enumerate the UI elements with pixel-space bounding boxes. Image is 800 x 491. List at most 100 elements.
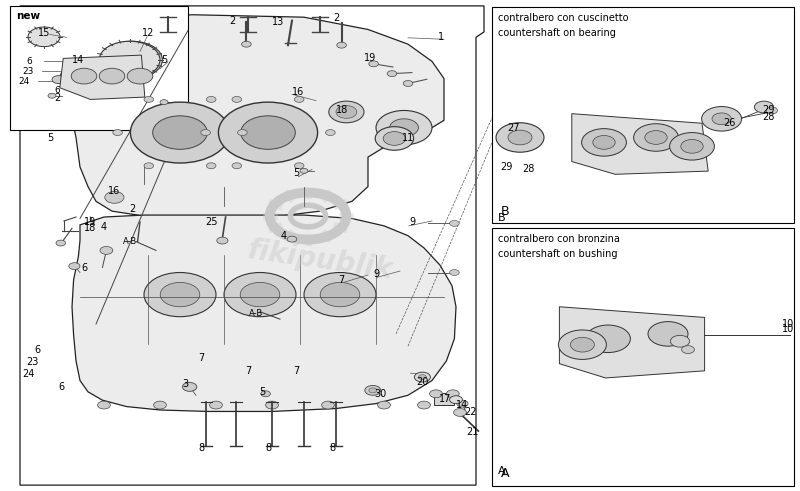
Circle shape xyxy=(100,246,113,254)
Text: countershaft on bearing: countershaft on bearing xyxy=(498,28,616,38)
Circle shape xyxy=(446,390,459,398)
Circle shape xyxy=(160,282,200,307)
Text: 21: 21 xyxy=(466,427,479,437)
Circle shape xyxy=(153,116,207,149)
Text: 13: 13 xyxy=(272,17,285,27)
Text: 8: 8 xyxy=(198,443,205,453)
Circle shape xyxy=(160,100,168,105)
Circle shape xyxy=(69,263,80,270)
Circle shape xyxy=(586,325,630,353)
Circle shape xyxy=(712,113,731,125)
Text: 11: 11 xyxy=(402,134,414,143)
Text: 4: 4 xyxy=(101,222,107,232)
Text: 14: 14 xyxy=(72,55,85,65)
Text: 16: 16 xyxy=(108,186,121,195)
Text: 1: 1 xyxy=(438,32,444,42)
Text: 2: 2 xyxy=(130,204,136,214)
Text: 8: 8 xyxy=(329,443,335,453)
Circle shape xyxy=(457,400,468,407)
Circle shape xyxy=(754,101,774,113)
Circle shape xyxy=(322,401,334,409)
Text: 28: 28 xyxy=(522,164,534,174)
Circle shape xyxy=(206,163,216,169)
Text: 19: 19 xyxy=(84,217,97,227)
Circle shape xyxy=(670,335,690,347)
Circle shape xyxy=(261,391,270,397)
Circle shape xyxy=(201,130,210,136)
Text: A: A xyxy=(501,467,509,480)
Text: 12: 12 xyxy=(142,28,154,38)
Text: 3: 3 xyxy=(182,379,189,389)
Text: A-B: A-B xyxy=(123,237,138,246)
Text: 19: 19 xyxy=(363,53,376,63)
Text: 24: 24 xyxy=(18,77,30,85)
Text: 22: 22 xyxy=(464,408,477,417)
Circle shape xyxy=(232,163,242,169)
Circle shape xyxy=(376,110,432,145)
Text: 6: 6 xyxy=(58,382,65,392)
Circle shape xyxy=(210,401,222,409)
Text: 6: 6 xyxy=(81,263,87,273)
Circle shape xyxy=(337,42,346,48)
Text: 9: 9 xyxy=(409,217,415,227)
Text: 6: 6 xyxy=(34,345,41,355)
Polygon shape xyxy=(572,114,708,174)
Circle shape xyxy=(238,130,247,136)
Polygon shape xyxy=(72,215,456,411)
Circle shape xyxy=(116,50,148,70)
Circle shape xyxy=(130,102,230,163)
Circle shape xyxy=(144,96,154,102)
Text: 2: 2 xyxy=(333,13,339,23)
Bar xyxy=(492,7,794,223)
Circle shape xyxy=(414,372,430,382)
Circle shape xyxy=(300,168,308,173)
Text: 5: 5 xyxy=(294,168,300,178)
Circle shape xyxy=(144,163,154,169)
Text: 17: 17 xyxy=(438,394,451,404)
Circle shape xyxy=(48,93,56,98)
Text: 16: 16 xyxy=(291,87,304,97)
Circle shape xyxy=(336,106,357,118)
Circle shape xyxy=(681,139,703,153)
Text: 2: 2 xyxy=(229,16,235,26)
Text: 25: 25 xyxy=(206,217,218,227)
Circle shape xyxy=(496,123,544,152)
Polygon shape xyxy=(20,6,484,485)
Circle shape xyxy=(430,390,442,398)
Polygon shape xyxy=(60,55,145,100)
Text: 5: 5 xyxy=(161,55,167,65)
Text: 20: 20 xyxy=(416,377,429,387)
Circle shape xyxy=(105,191,124,203)
Circle shape xyxy=(383,132,406,145)
Text: 29: 29 xyxy=(500,162,513,172)
Circle shape xyxy=(570,337,594,352)
Circle shape xyxy=(99,68,125,84)
Text: contralbero con bronzina: contralbero con bronzina xyxy=(498,234,620,244)
Circle shape xyxy=(508,130,532,145)
Text: B: B xyxy=(498,214,506,223)
Circle shape xyxy=(682,346,694,354)
Circle shape xyxy=(702,107,742,131)
Circle shape xyxy=(766,107,778,114)
Circle shape xyxy=(102,41,162,79)
Text: countershaft on bushing: countershaft on bushing xyxy=(498,249,618,259)
Circle shape xyxy=(329,101,364,123)
Circle shape xyxy=(670,133,714,160)
Text: 24: 24 xyxy=(22,369,34,379)
Circle shape xyxy=(206,96,216,102)
Text: 8: 8 xyxy=(265,443,271,453)
Circle shape xyxy=(28,27,60,47)
Circle shape xyxy=(52,76,65,83)
Circle shape xyxy=(582,129,626,156)
Circle shape xyxy=(218,102,318,163)
Circle shape xyxy=(294,163,304,169)
Circle shape xyxy=(241,116,295,149)
Circle shape xyxy=(217,237,228,244)
Circle shape xyxy=(144,273,216,317)
Circle shape xyxy=(450,396,462,404)
Text: 9: 9 xyxy=(373,269,379,279)
Circle shape xyxy=(648,322,688,346)
Circle shape xyxy=(387,71,397,77)
Circle shape xyxy=(375,127,414,150)
Circle shape xyxy=(558,330,606,359)
